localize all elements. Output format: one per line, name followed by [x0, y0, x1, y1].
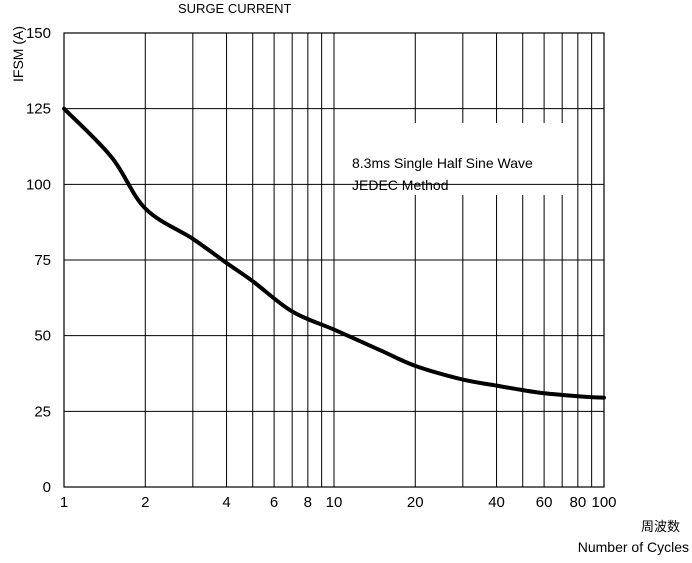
y-tick-label: 125 [26, 101, 51, 118]
x-tick-label: 100 [591, 494, 616, 511]
x-tick-label: 4 [222, 494, 230, 511]
x-axis-label: Number of Cycles [578, 539, 689, 555]
x-tick-label: 10 [326, 494, 343, 511]
plot-frame [63, 32, 605, 488]
y-tick-label: 25 [34, 403, 51, 420]
plot-border [63, 32, 605, 488]
x-axis-label-chinese: 周波数 [641, 520, 680, 535]
label-layer: 1 2 4 6 8 10 20 40 60 80 100 0 25 50 75 100 125 150 [26, 25, 617, 511]
x-tick-label: 80 [569, 494, 586, 511]
x-tick-label: 8 [304, 494, 312, 511]
x-tick-label: 2 [141, 494, 149, 511]
y-tick-label: 75 [34, 252, 51, 269]
y-tick-label: 100 [26, 176, 51, 193]
annotation-line-1: 8.3ms Single Half Sine Wave [352, 155, 533, 171]
chart-title: SURGE CURRENT [178, 1, 291, 16]
annotation-line-2: JEDEC Method [352, 177, 448, 193]
series-layer [62, 106, 606, 400]
x-tick-label: 60 [536, 494, 553, 511]
x-tick-label: 20 [407, 494, 424, 511]
y-axis-label: IFSM (A) [10, 26, 26, 82]
grid-lines [64, 33, 604, 487]
surge-current-curve [62, 106, 606, 400]
y-tick-label: 150 [26, 25, 51, 42]
y-tick-label: 50 [34, 328, 51, 345]
y-tick-label: 0 [43, 479, 51, 496]
x-tick-label: 40 [488, 494, 505, 511]
x-tick-label: 6 [270, 494, 278, 511]
x-tick-label: 1 [60, 494, 68, 511]
